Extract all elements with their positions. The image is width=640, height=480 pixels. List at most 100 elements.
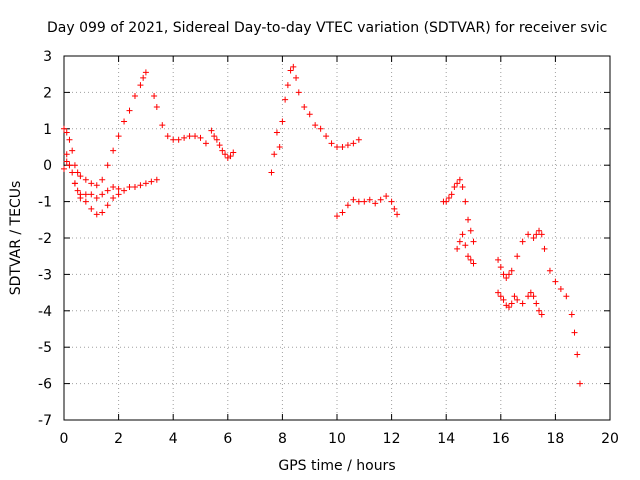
data-point xyxy=(99,176,106,183)
data-point xyxy=(497,264,504,271)
data-point xyxy=(82,191,89,198)
data-point xyxy=(153,176,160,183)
data-point xyxy=(527,289,534,296)
data-point xyxy=(574,351,581,358)
data-point xyxy=(93,194,100,201)
data-point xyxy=(88,205,95,212)
data-point xyxy=(500,271,507,278)
data-point xyxy=(355,136,362,143)
data-point xyxy=(344,142,351,149)
x-tick-label: 4 xyxy=(169,431,178,447)
axis-ticks xyxy=(63,55,611,421)
data-point xyxy=(77,173,84,180)
series-arc-2 xyxy=(61,69,149,189)
data-point xyxy=(563,293,570,300)
data-point xyxy=(391,205,398,212)
data-point xyxy=(576,380,583,387)
data-point xyxy=(137,82,144,89)
data-point xyxy=(470,238,477,245)
y-tick-label: -4 xyxy=(38,304,52,320)
data-point xyxy=(568,311,575,318)
data-point xyxy=(538,231,545,238)
data-point xyxy=(465,216,472,223)
data-point xyxy=(448,191,455,198)
data-point xyxy=(71,180,78,187)
data-point xyxy=(287,67,294,74)
data-point xyxy=(350,196,357,203)
data-point xyxy=(110,184,117,191)
data-point xyxy=(290,63,297,70)
data-point xyxy=(104,162,111,169)
series-arc-10 xyxy=(495,227,583,387)
data-point xyxy=(451,184,458,191)
x-tick-label: 16 xyxy=(492,431,510,447)
data-point xyxy=(110,147,117,154)
data-point xyxy=(361,198,368,205)
y-tick-label: -6 xyxy=(38,377,52,393)
data-point xyxy=(533,300,540,307)
data-point xyxy=(495,289,502,296)
data-point xyxy=(222,151,229,158)
data-point xyxy=(186,133,193,140)
data-point xyxy=(74,187,81,194)
data-point xyxy=(317,125,324,132)
x-tick-label: 12 xyxy=(383,431,401,447)
data-point xyxy=(334,213,340,220)
data-point xyxy=(456,176,463,183)
data-point xyxy=(271,151,278,158)
data-point xyxy=(69,147,76,154)
data-point xyxy=(142,180,149,187)
y-tick-label: 0 xyxy=(43,158,52,174)
y-tick-label: -1 xyxy=(38,195,52,211)
data-point xyxy=(546,267,553,274)
data-point xyxy=(508,267,515,274)
data-point xyxy=(137,182,144,189)
data-point xyxy=(131,184,138,191)
x-tick-label: 20 xyxy=(601,431,619,447)
data-point xyxy=(505,304,512,311)
x-tick-label: 8 xyxy=(278,431,287,447)
data-point xyxy=(443,198,450,205)
data-point xyxy=(88,180,95,187)
data-point xyxy=(495,256,502,263)
data-point xyxy=(514,296,521,303)
data-point xyxy=(467,256,474,263)
series-arc-5 xyxy=(208,127,237,161)
data-point xyxy=(61,125,67,132)
x-tick-labels: 0 2 4 6 8 10 12 14 16 18 20 xyxy=(60,431,619,447)
data-point xyxy=(63,129,70,136)
series-arc-3 xyxy=(63,151,122,218)
data-point xyxy=(511,293,518,300)
data-point xyxy=(282,96,289,103)
data-point xyxy=(456,238,463,245)
data-point xyxy=(525,293,532,300)
data-point xyxy=(541,245,548,252)
data-point xyxy=(536,307,543,314)
data-point xyxy=(126,184,133,191)
data-point xyxy=(104,187,111,194)
data-point xyxy=(445,194,452,201)
data-point xyxy=(505,271,512,278)
data-point xyxy=(219,147,226,154)
data-point xyxy=(181,134,188,141)
data-point xyxy=(462,242,469,249)
data-point xyxy=(276,144,283,150)
data-point xyxy=(175,136,182,143)
y-tick-label: 3 xyxy=(43,49,52,65)
data-point xyxy=(500,296,507,303)
data-point xyxy=(77,191,84,198)
data-point xyxy=(69,169,76,176)
data-point xyxy=(131,93,138,100)
y-tick-label: 2 xyxy=(43,85,52,101)
data-point xyxy=(530,293,537,300)
data-point xyxy=(344,202,351,209)
series-arc-8 xyxy=(440,176,477,245)
y-axis-label: SDTVAR / TECUs xyxy=(8,181,24,296)
data-point xyxy=(74,169,81,176)
data-point xyxy=(208,127,215,134)
series-arc-4 xyxy=(151,93,209,147)
data-point xyxy=(339,209,346,216)
data-point xyxy=(71,162,78,169)
data-point xyxy=(536,227,543,234)
data-point xyxy=(159,122,166,129)
